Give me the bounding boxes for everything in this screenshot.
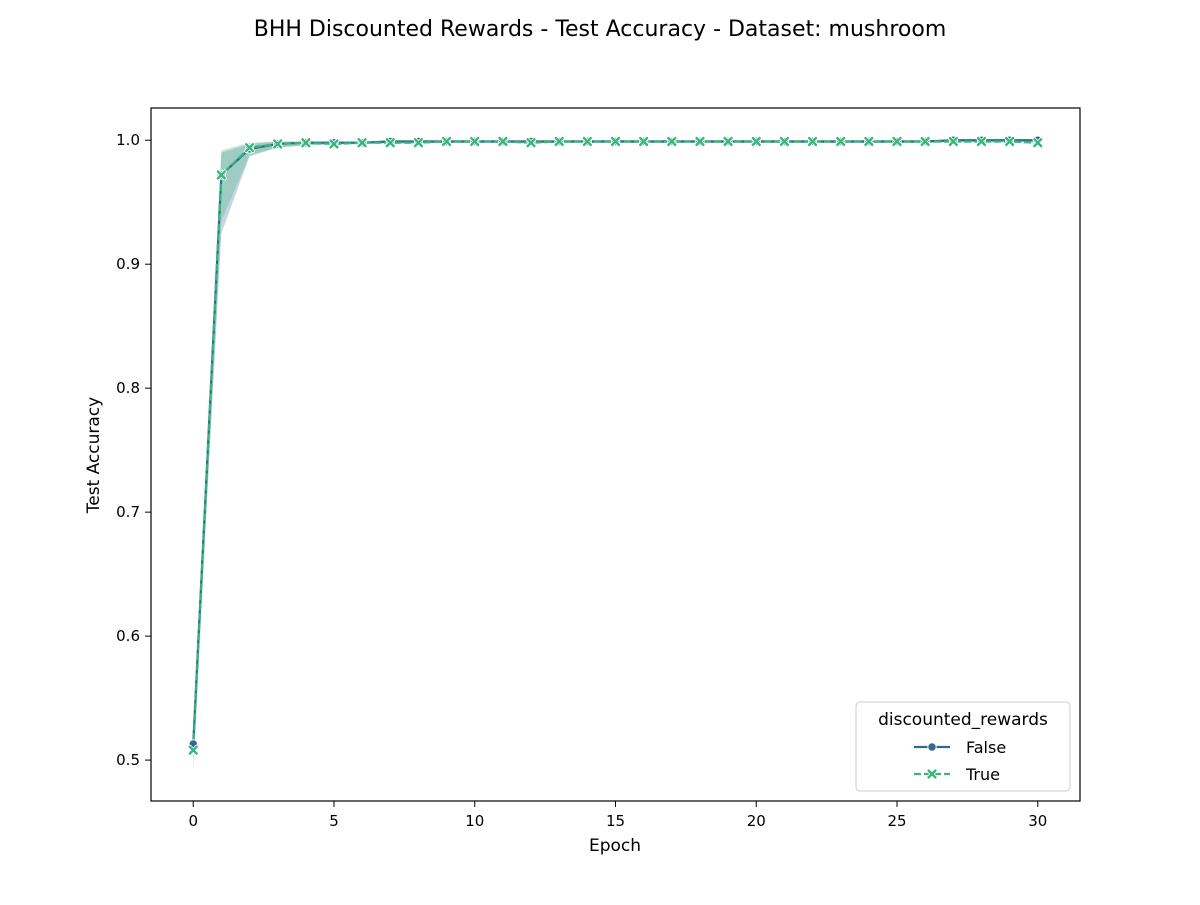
y-tick-label: 0.7 — [116, 503, 140, 521]
y-axis-ticks: 0.5 0.6 0.7 0.8 0.9 1.0 — [116, 131, 151, 769]
data-point-true — [919, 136, 931, 147]
x-tick-label: 25 — [887, 812, 906, 830]
x-axis-ticks: 0 5 10 15 20 25 30 — [188, 801, 1047, 830]
data-point-true — [891, 136, 903, 147]
x-tick-label: 5 — [329, 812, 339, 830]
legend-box — [855, 701, 1071, 792]
data-point-true — [722, 136, 734, 147]
x-tick-label: 15 — [606, 812, 625, 830]
y-tick-label: 0.5 — [116, 751, 140, 769]
data-point-true — [187, 744, 199, 756]
data-point-true — [384, 137, 396, 149]
data-point-true — [638, 136, 650, 147]
legend-entry-false: False — [914, 738, 1006, 757]
data-point-true — [863, 136, 875, 147]
data-point-true — [244, 142, 255, 154]
data-point-true — [779, 136, 790, 147]
data-point-true — [807, 136, 818, 147]
data-point-true — [497, 136, 509, 147]
legend-title: discounted_rewards — [878, 710, 1048, 730]
legend: discounted_rewards False True — [855, 701, 1071, 792]
legend-marker — [926, 768, 938, 780]
data-point-true — [750, 136, 762, 147]
x-tick-label: 30 — [1028, 812, 1047, 830]
chart-title: BHH Discounted Rewards - Test Accuracy -… — [254, 17, 947, 42]
data-point-true — [525, 137, 537, 149]
legend-entries: False True — [914, 738, 1006, 784]
data-point-true — [356, 137, 368, 149]
legend-marker — [927, 742, 937, 752]
data-point-true — [553, 136, 565, 147]
data-point-true — [581, 136, 593, 147]
data-point-true — [272, 138, 284, 150]
legend-label: False — [966, 738, 1006, 757]
data-point-true — [1004, 136, 1016, 147]
data-point-true — [328, 138, 340, 150]
data-point-true — [413, 137, 424, 149]
data-point-true — [947, 136, 959, 147]
data-point-true — [300, 137, 312, 149]
y-tick-label: 0.6 — [116, 627, 140, 645]
x-tick-label: 0 — [188, 812, 198, 830]
data-point-true — [666, 136, 678, 147]
x-tick-label: 20 — [747, 812, 766, 830]
legend-label: True — [965, 765, 1000, 784]
data-point-true — [1032, 137, 1044, 149]
data-point-true — [441, 136, 452, 147]
data-point-true — [694, 136, 706, 147]
y-tick-label: 1.0 — [116, 131, 140, 149]
series-markers — [187, 135, 1044, 756]
y-axis-label: Test Accuracy — [84, 397, 104, 515]
data-point-true — [215, 169, 227, 181]
data-point-true — [610, 136, 621, 147]
data-point-true — [835, 136, 847, 147]
data-point-true — [976, 136, 987, 147]
x-axis-label: Epoch — [589, 836, 641, 856]
y-tick-label: 0.8 — [116, 379, 140, 397]
legend-entry-true: True — [914, 765, 1000, 784]
x-tick-label: 10 — [465, 812, 484, 830]
y-tick-label: 0.9 — [116, 255, 140, 273]
data-point-true — [469, 136, 481, 147]
